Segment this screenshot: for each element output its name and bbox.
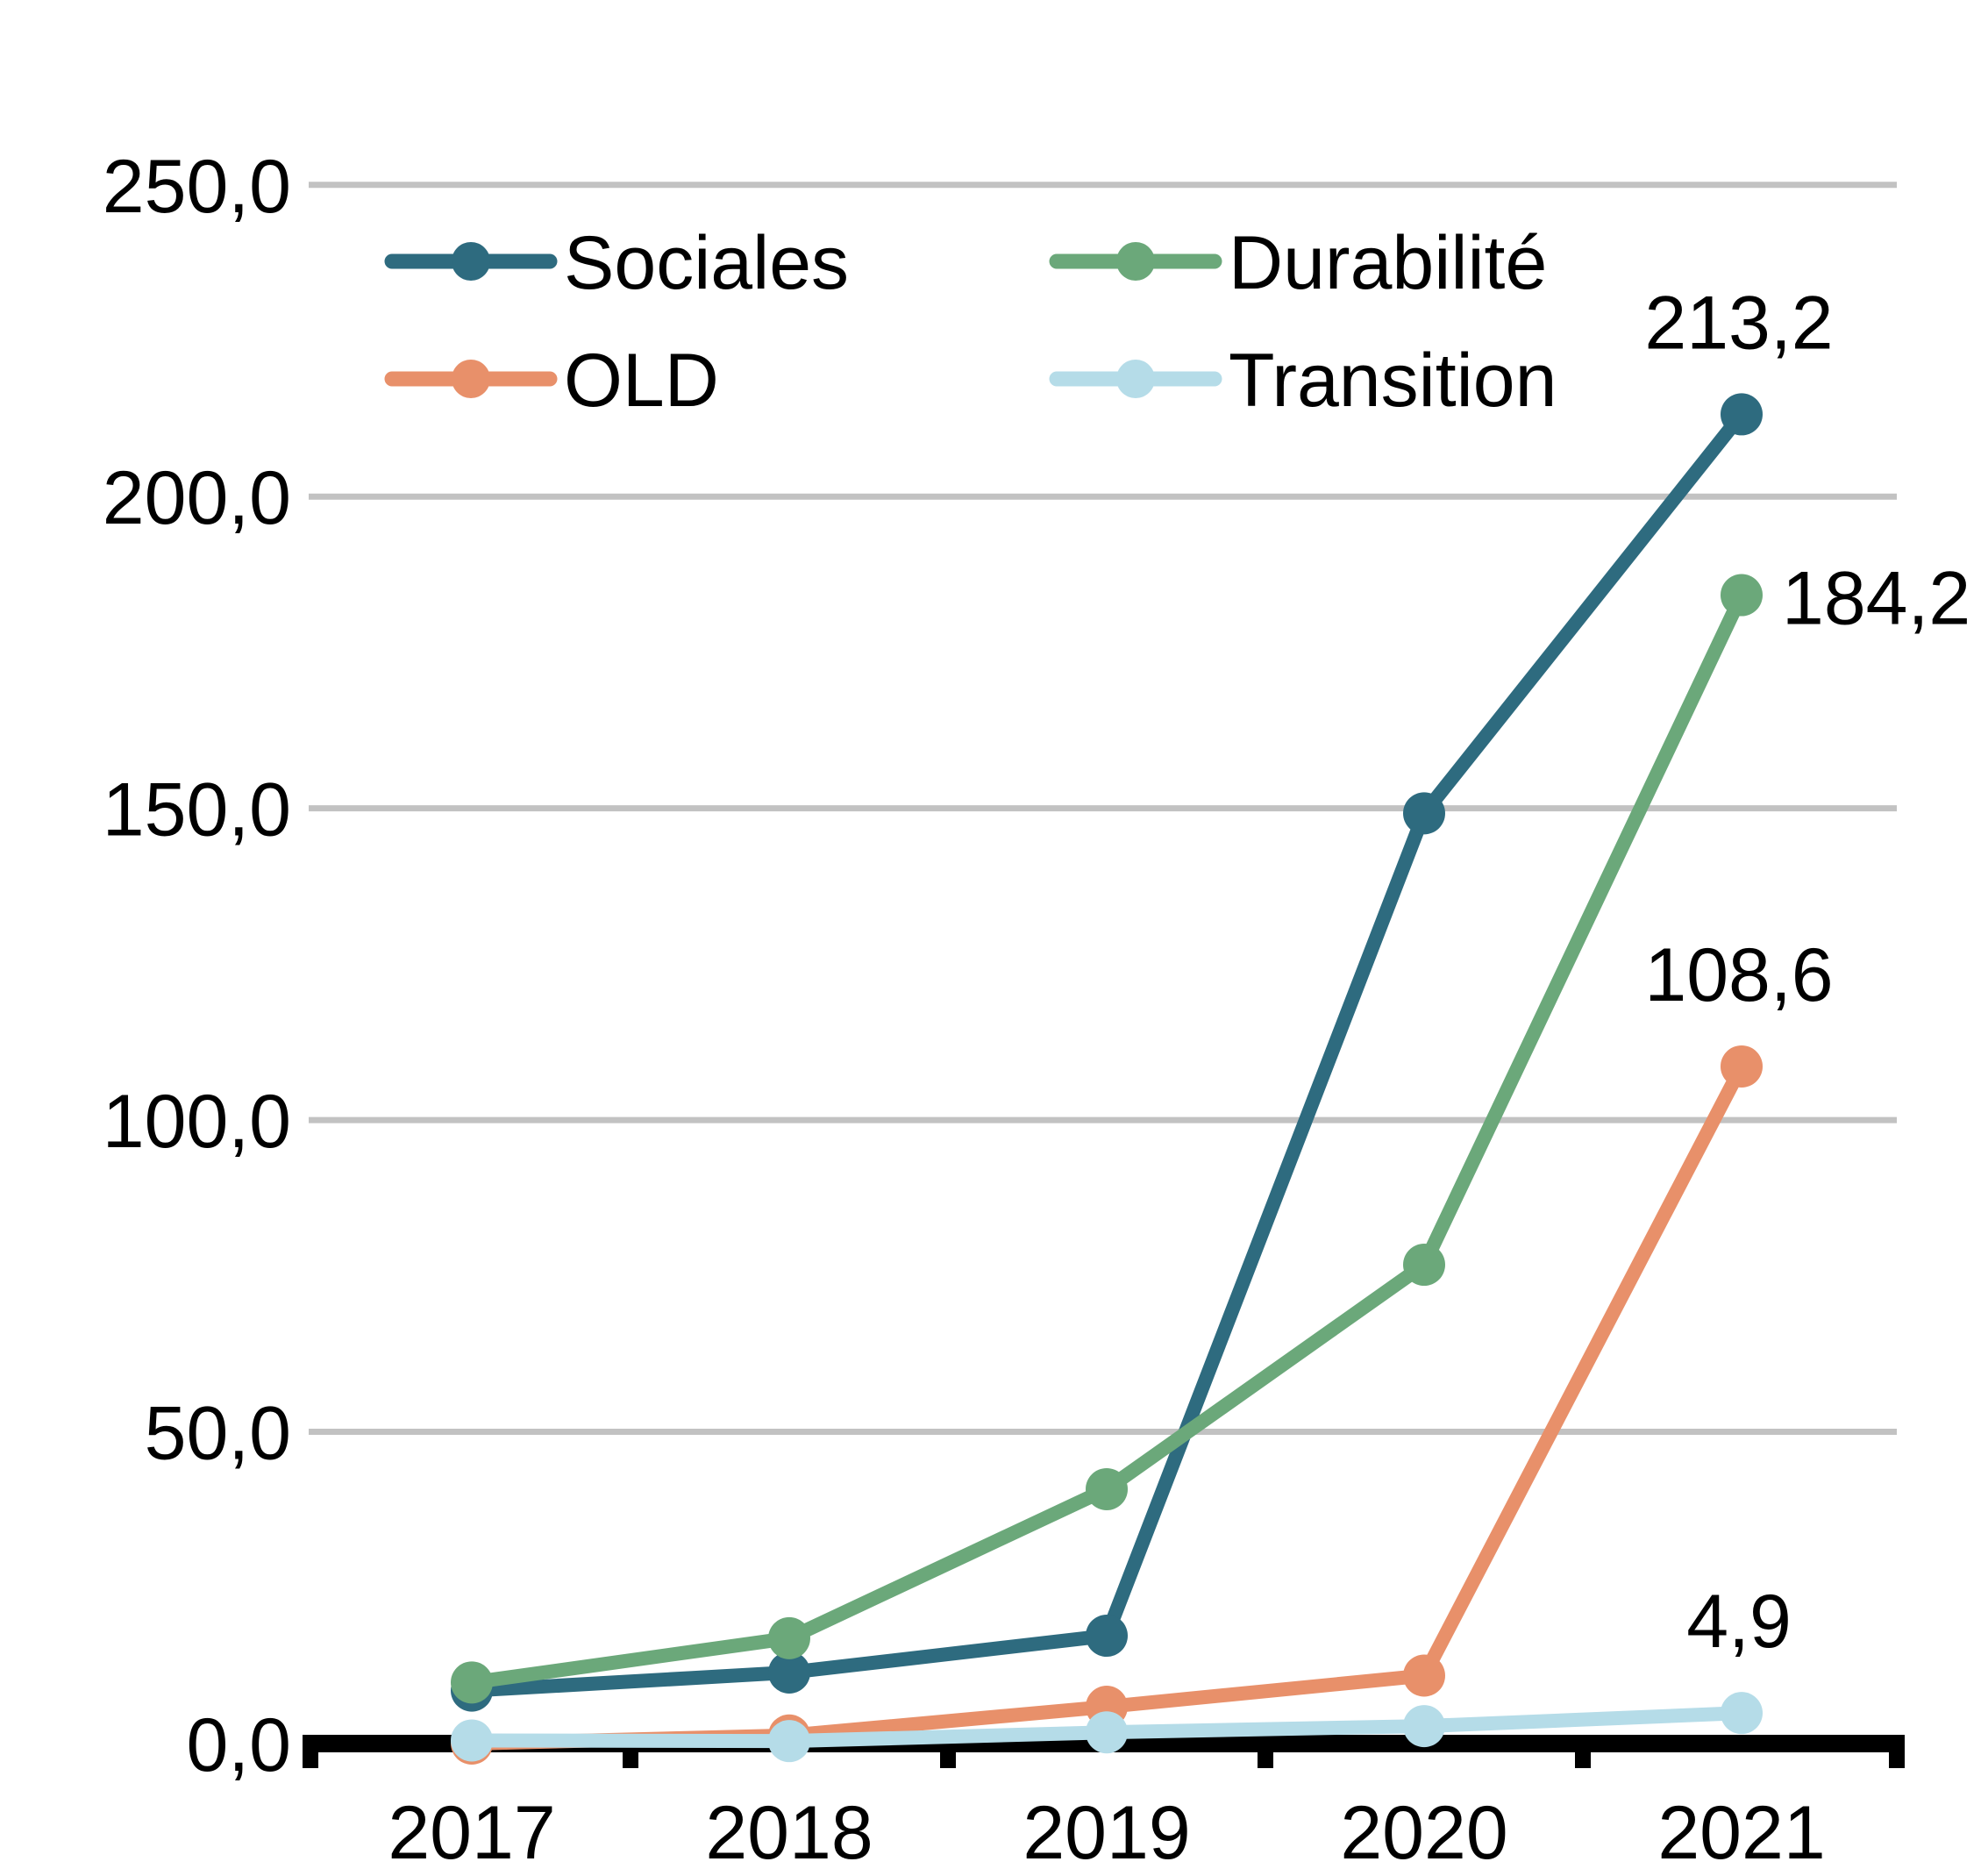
legend-label: Transition (1229, 339, 1557, 423)
legend-marker-dot (452, 360, 490, 398)
data-point-sociales (768, 1651, 810, 1694)
y-tick-label: 200,0 (103, 456, 291, 540)
legend-item-sociales: Sociales (384, 221, 849, 305)
data-point-transition (768, 1720, 810, 1763)
x-tick-label: 2019 (1023, 1791, 1190, 1875)
data-point-sociales (1086, 1615, 1128, 1658)
x-axis-tick (1575, 1735, 1591, 1768)
data-point-old (1721, 1045, 1763, 1088)
x-axis-tick (1258, 1735, 1273, 1768)
data-point-transition (1403, 1705, 1445, 1748)
y-tick-label: 50,0 (145, 1392, 291, 1476)
data-point-durabilité (768, 1616, 810, 1659)
data-point-durabilité (451, 1661, 493, 1704)
legend-label: Durabilité (1229, 221, 1547, 305)
legend-item-old: OLD (384, 339, 719, 423)
legend-label: OLD (564, 339, 719, 423)
data-point-transition (1086, 1711, 1128, 1754)
legend-label: Sociales (564, 221, 849, 305)
data-point-durabilité (1721, 574, 1763, 617)
legend-marker-dot (1116, 360, 1155, 398)
data-point-transition (1721, 1692, 1763, 1735)
x-tick-label: 2021 (1657, 1791, 1825, 1875)
data-point-transition (451, 1719, 493, 1762)
legend-marker-dot (452, 242, 490, 281)
x-tick-label: 2020 (1340, 1791, 1507, 1875)
legend-marker-dot (1116, 242, 1155, 281)
data-point-durabilité (1086, 1467, 1128, 1510)
data-label-sociales: 213,2 (1644, 281, 1833, 365)
data-label-transition: 4,9 (1686, 1580, 1792, 1664)
series-line-durabilité (465, 588, 1749, 1690)
data-label-old: 108,6 (1644, 933, 1833, 1017)
y-tick-label: 250,0 (103, 145, 291, 229)
data-point-old (1403, 1654, 1445, 1697)
x-tick-label: 2017 (388, 1791, 555, 1875)
data-label-durabilité: 184,2 (1782, 557, 1970, 641)
y-tick-label: 0,0 (186, 1703, 291, 1787)
data-point-sociales (1403, 792, 1445, 835)
data-point-durabilité (1403, 1244, 1445, 1287)
x-tick-label: 2018 (705, 1791, 873, 1875)
x-axis-tick (1889, 1735, 1905, 1768)
x-axis-tick (303, 1735, 318, 1768)
legend-item-transition: Transition (1049, 339, 1557, 423)
y-tick-label: 100,0 (103, 1080, 291, 1164)
data-point-sociales (1721, 393, 1763, 436)
legend-item-durabilité: Durabilité (1049, 221, 1547, 305)
y-tick-label: 150,0 (103, 768, 291, 852)
